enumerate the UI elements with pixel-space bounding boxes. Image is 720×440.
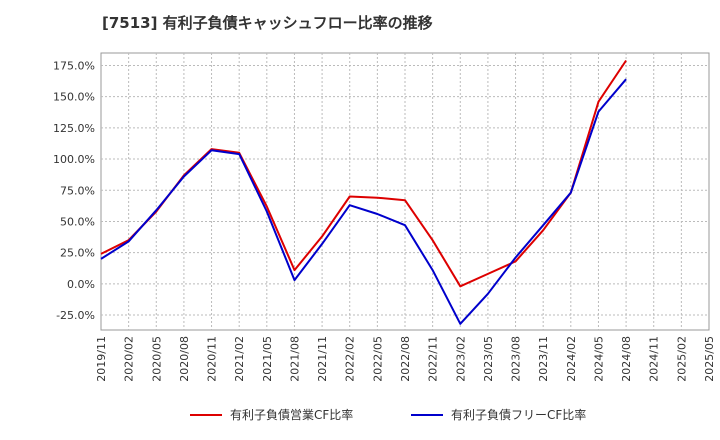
x-tick-label: 2022/11: [427, 336, 440, 382]
x-tick-label: 2022/08: [399, 336, 412, 382]
x-tick-label: 2025/02: [675, 336, 688, 382]
series-lines: [100, 59, 627, 325]
legend: 有利子負債営業CF比率 有利子負債フリーCF比率: [190, 407, 586, 422]
y-tick-label: 100.0%: [53, 153, 95, 166]
x-tick-label: 2023/11: [537, 336, 550, 382]
series-line-2: [100, 78, 627, 325]
y-tick-label: 75.0%: [60, 184, 95, 197]
x-tick-label: 2021/05: [261, 336, 274, 382]
x-tick-label: 2021/11: [316, 336, 329, 382]
x-tick-label: 2020/02: [123, 336, 136, 382]
x-tick-label: 2020/11: [206, 336, 219, 382]
x-tick-label: 2022/05: [371, 336, 384, 382]
y-tick-label: 50.0%: [60, 215, 95, 228]
y-tick-label: -25.0%: [56, 309, 95, 322]
x-tick-label: 2023/08: [510, 336, 523, 382]
legend-label-2: 有利子負債フリーCF比率: [451, 407, 586, 422]
y-tick-label: 0.0%: [67, 278, 95, 291]
legend-label-1: 有利子負債営業CF比率: [230, 407, 353, 422]
x-tick-label: 2020/08: [178, 336, 191, 382]
x-tick-label: 2024/02: [565, 336, 578, 382]
x-tick-label: 2022/02: [344, 336, 357, 382]
x-axis: 2019/11 2020/02 2020/05 2020/08 2020/11 2021/…: [95, 336, 716, 382]
x-tick-label: 2024/08: [620, 336, 633, 382]
y-tick-label: 150.0%: [53, 91, 95, 104]
x-tick-label: 2024/11: [648, 336, 661, 382]
y-tick-label: 25.0%: [60, 247, 95, 260]
x-tick-label: 2019/11: [95, 336, 108, 382]
x-tick-label: 2025/05: [703, 336, 716, 382]
chart-title: [7513] 有利子負債キャッシュフロー比率の推移: [102, 14, 433, 32]
y-tick-label: 125.0%: [53, 122, 95, 135]
x-tick-label: 2021/02: [233, 336, 246, 382]
x-tick-label: 2020/05: [150, 336, 163, 382]
x-tick-label: 2024/05: [592, 336, 605, 382]
y-tick-label: 175.0%: [53, 59, 95, 72]
grid-lines: [101, 53, 709, 330]
y-axis: -25.0% 0.0% 25.0% 50.0% 75.0% 100.0% 125.0% 150…: [53, 59, 95, 322]
x-tick-label: 2023/05: [482, 336, 495, 382]
x-tick-label: 2021/08: [288, 336, 301, 382]
x-tick-label: 2023/02: [454, 336, 467, 382]
